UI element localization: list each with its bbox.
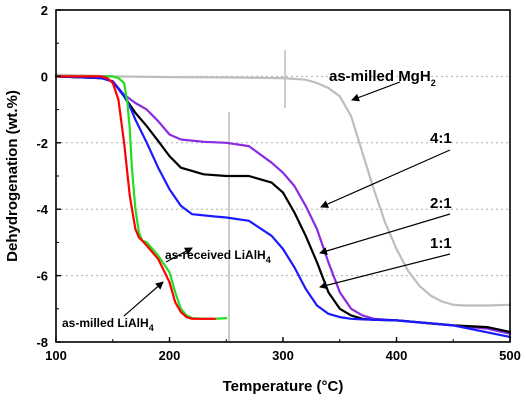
x-tick-label: 200 — [159, 348, 181, 363]
y-tick-label: -6 — [36, 269, 48, 284]
annotation-as-received-liallh4: as-received LiAlH4 — [165, 248, 271, 265]
arrow-ratio-4-1 — [320, 149, 451, 208]
tick-layer: 100 200 300 400 500 2 0 -2 -4 -6 -8 — [36, 3, 520, 363]
x-axis-title: Temperature (°C) — [223, 378, 344, 395]
series-line-5 — [54, 75, 216, 320]
series-layer — [54, 73, 512, 339]
series-line-3 — [54, 75, 512, 339]
x-tick-label: 100 — [45, 348, 67, 363]
arrow-ratio-1-1 — [319, 253, 451, 290]
x-tick-label: 500 — [499, 348, 521, 363]
y-axis-title: Dehydrogenation (wt.%) — [4, 90, 21, 262]
annotation-as-milled-liallh4: as-milled LiAlH4 — [62, 316, 154, 333]
x-tick-label: 400 — [386, 348, 408, 363]
y-tick-label: -2 — [36, 136, 48, 151]
series-line-1 — [54, 75, 512, 335]
y-tick-label: -4 — [36, 202, 48, 217]
arrow-mgh2 — [351, 81, 401, 102]
annotation-ratio-1-1: 1:1 — [430, 235, 452, 252]
plot-frame — [55, 9, 511, 343]
arrow-ratio-2-1 — [319, 213, 451, 255]
y-tick-label: 0 — [41, 69, 48, 84]
y-tick-label: 2 — [41, 3, 48, 18]
annotation-ratio-4-1: 4:1 — [430, 130, 452, 147]
x-tick-label: 300 — [272, 348, 294, 363]
annotation-ratio-2-1: 2:1 — [430, 195, 452, 212]
series-line-0 — [54, 73, 512, 307]
annotation-mgh2: as-milled MgH2 — [329, 68, 436, 88]
series-line-4 — [54, 75, 228, 320]
y-tick-label: -8 — [36, 335, 48, 350]
arrow-as-received — [165, 247, 193, 263]
arrow-as-milled — [123, 281, 164, 317]
